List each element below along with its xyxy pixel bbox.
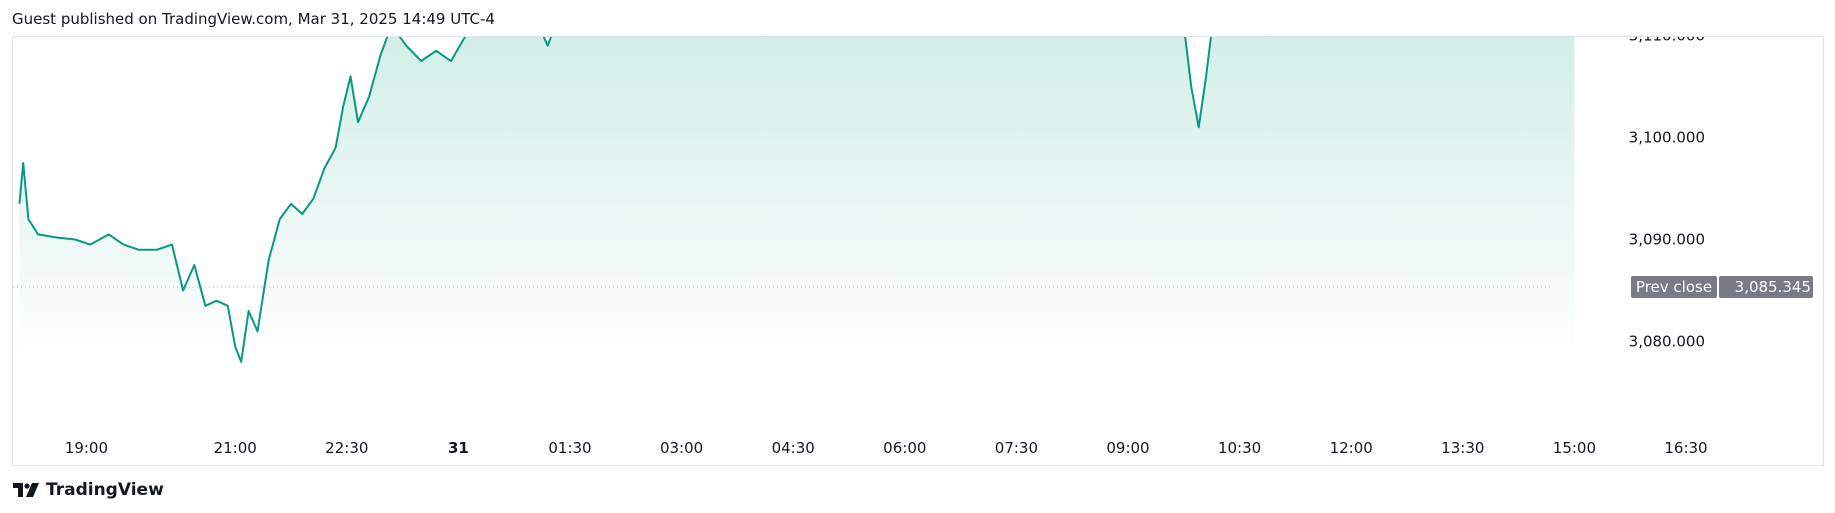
x-tick-label: 09:00: [1106, 439, 1149, 457]
chart-frame[interactable]: 3,080.0003,090.0003,100.0003,110.0003,12…: [12, 36, 1824, 466]
prev-close-badge: [1631, 275, 1717, 298]
y-tick-label: 3,100.000: [1629, 129, 1705, 147]
tradingview-logo-icon: [12, 481, 42, 499]
price-line: [18, 37, 1212, 363]
brand-name: TradingView: [46, 480, 164, 500]
x-tick-label: 06:00: [883, 439, 926, 457]
price-chart[interactable]: 3,080.0003,090.0003,100.0003,110.0003,12…: [13, 37, 1825, 467]
y-tick-label: 3,090.000: [1629, 231, 1705, 249]
x-tick-label: 16:30: [1664, 439, 1707, 457]
x-tick-label: 07:30: [995, 439, 1038, 457]
footer-brand[interactable]: TradingView: [12, 480, 164, 500]
prev-close-text: Prev close: [1636, 278, 1712, 296]
x-tick-label: 21:00: [214, 439, 257, 457]
x-tick-label: 19:00: [65, 439, 108, 457]
x-tick-label: 03:00: [660, 439, 703, 457]
x-tick-label: 31: [448, 439, 469, 457]
y-tick-label: 3,110.000: [1629, 37, 1705, 45]
x-tick-label: 22:30: [325, 439, 368, 457]
y-tick-label: 3,080.000: [1629, 333, 1705, 351]
x-tick-label: 13:30: [1441, 439, 1484, 457]
x-tick-label: 01:30: [548, 439, 591, 457]
prev-close-value-badge: [1719, 275, 1813, 298]
x-tick-label: 12:00: [1330, 439, 1373, 457]
x-tick-label: 04:30: [772, 439, 815, 457]
publish-info: Guest published on TradingView.com, Mar …: [12, 10, 495, 28]
price-area-fill: [19, 37, 1575, 362]
x-tick-label: 15:00: [1553, 439, 1596, 457]
prev-close-value: 3,085.345: [1735, 278, 1811, 296]
x-tick-label: 10:30: [1218, 439, 1261, 457]
